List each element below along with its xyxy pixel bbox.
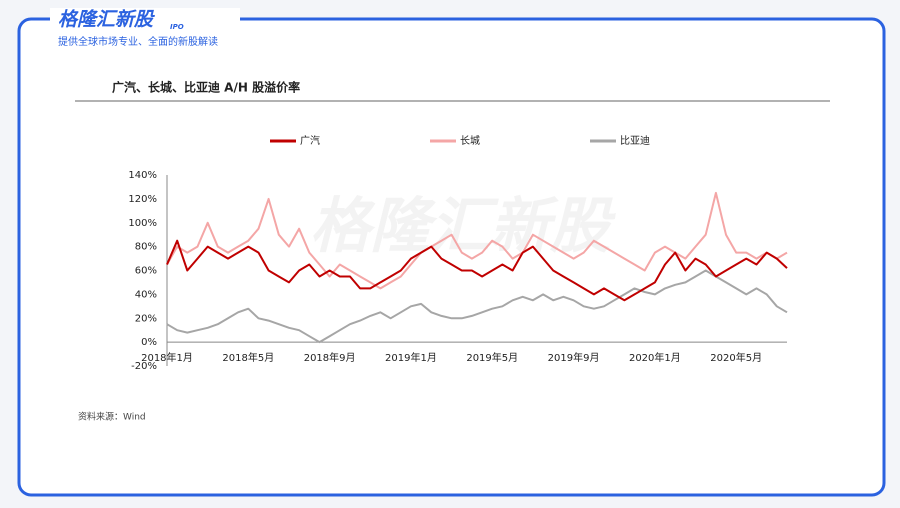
x-tick-label: 2019年9月 bbox=[548, 351, 600, 364]
legend-label: 比亚迪 bbox=[620, 135, 650, 147]
logo-backdrop bbox=[50, 8, 240, 52]
x-tick-label: 2020年1月 bbox=[629, 351, 681, 364]
x-tick-label: 2019年1月 bbox=[385, 351, 437, 364]
series-line bbox=[166, 239, 788, 302]
y-tick-label: 80% bbox=[135, 242, 157, 253]
logo-tag: IPO bbox=[170, 23, 184, 31]
y-tick-label: 60% bbox=[135, 266, 157, 277]
y-tick-label: 40% bbox=[135, 289, 157, 300]
frame bbox=[17, 17, 886, 497]
x-tick-label: 2018年1月 bbox=[141, 351, 193, 364]
y-tick-label: -20% bbox=[131, 361, 157, 372]
y-tick-label: 120% bbox=[128, 194, 157, 205]
chart-title: 广汽、长城、比亚迪 A/H 股溢价率 bbox=[112, 80, 300, 95]
x-tick-label: 2018年5月 bbox=[222, 351, 274, 364]
y-tick-label: 100% bbox=[128, 218, 157, 229]
logo: 格隆汇新股 bbox=[58, 9, 155, 31]
legend-label: 广汽 bbox=[300, 134, 320, 147]
y-tick-label: 0% bbox=[141, 337, 157, 348]
legend-label: 长城 bbox=[460, 135, 480, 147]
x-tick-label: 2019年5月 bbox=[466, 351, 518, 364]
x-tick-label: 2020年5月 bbox=[710, 351, 762, 364]
series-line bbox=[166, 269, 788, 344]
x-tick-label: 2018年9月 bbox=[304, 351, 356, 364]
series-line bbox=[166, 191, 788, 290]
y-tick-label: 140% bbox=[128, 170, 157, 181]
y-tick-label: 20% bbox=[135, 313, 157, 324]
watermark: 格隆汇新股 bbox=[310, 192, 616, 262]
tagline: 提供全球市场专业、全面的新股解读 bbox=[58, 35, 218, 48]
source-note: 资料来源：Wind bbox=[78, 411, 146, 423]
